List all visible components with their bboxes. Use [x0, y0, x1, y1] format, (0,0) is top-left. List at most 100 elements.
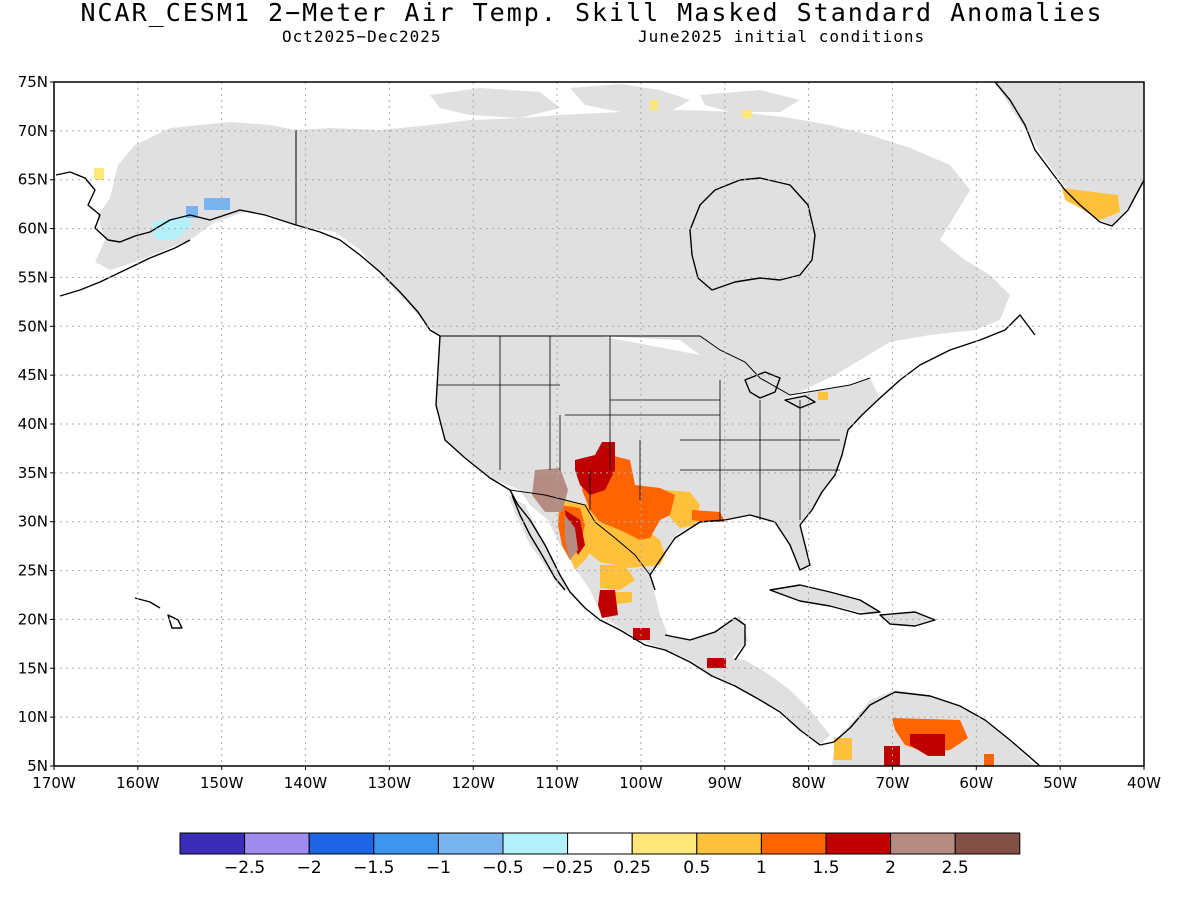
coastlines	[55, 82, 1144, 766]
lon-tick-label: 80W	[792, 774, 826, 792]
lon-tick-label: 60W	[959, 774, 993, 792]
colorbar-labels: −2.5 −2 −1.5 −1 −0.5 −0.25 0.25 0.5 1 1.5 2 2.5	[224, 858, 969, 878]
us-mexico-border	[509, 489, 651, 576]
greenland-coast	[994, 82, 1144, 227]
borders	[295, 130, 871, 576]
gulf-coast	[649, 514, 811, 591]
anomaly-mexico-red	[598, 590, 618, 618]
colorbar-label: −1	[426, 858, 451, 878]
lon-tick-label: 140W	[284, 774, 328, 792]
lon-tick-label: 70W	[876, 774, 910, 792]
alaska-land	[95, 122, 296, 270]
colorbar-label: −0.25	[542, 858, 594, 878]
colorbar-swatch	[696, 832, 762, 855]
anomaly-mexico-orange	[600, 565, 635, 590]
colorbar-label: −0.5	[482, 858, 523, 878]
lon-tick-label: 110W	[535, 774, 579, 792]
lat-tick-label: 55N	[18, 268, 48, 286]
colorbar-swatch	[308, 832, 375, 855]
lat-tick-label: 45N	[18, 366, 48, 384]
lat-tick-label: 65N	[18, 171, 48, 189]
anomaly-newmexico-red	[575, 442, 615, 495]
lat-tick-label: 20N	[18, 610, 48, 628]
colorbar-label: 1	[756, 858, 767, 878]
colorbar-label: 0.25	[613, 858, 651, 878]
atlantic-coast	[799, 314, 1036, 526]
colorbar-label: −1.5	[353, 858, 394, 878]
colorbar	[179, 832, 1021, 855]
aleutian-coast	[59, 239, 191, 297]
baja-land	[508, 495, 568, 590]
cuba-land	[770, 585, 880, 612]
arctic-island	[570, 84, 690, 112]
anomaly-yellow-spot	[650, 100, 658, 110]
lon-tick-label: 160W	[116, 774, 160, 792]
lat-tick-label: 75N	[18, 73, 48, 91]
hispaniola-coast	[879, 611, 936, 627]
colorbar-swatch	[954, 832, 1021, 855]
greenland-land	[995, 82, 1144, 225]
colorbar-swatch	[437, 832, 504, 855]
lon-tick-label: 120W	[451, 774, 495, 792]
colorbar-label: 2	[885, 858, 896, 878]
graticule	[54, 82, 1144, 766]
colorbar-swatch	[502, 832, 569, 855]
lon-tick-label: 100W	[619, 774, 663, 792]
anomaly-venezuela-red	[910, 734, 945, 756]
south-america-coast	[833, 691, 1041, 766]
anomaly-alaska-blue	[204, 198, 230, 210]
initial-conditions: June2025 initial conditions	[638, 27, 926, 46]
us-land	[436, 336, 880, 575]
pacific-us-coast	[435, 335, 835, 746]
colorbar-swatch	[567, 832, 633, 855]
lon-tick-label: 40W	[1127, 774, 1161, 792]
lat-tick-label: 50N	[18, 317, 48, 335]
colorbar-label: −2.5	[224, 858, 265, 878]
lat-tick-label: 40N	[18, 415, 48, 433]
anomaly-sonora-brown	[565, 515, 578, 560]
lat-tick-label: 15N	[18, 659, 48, 677]
latitude-labels: 75N 70N 65N 60N 55N 50N 45N 40N 35N 30N 25N 20N 15N 1…	[18, 73, 54, 775]
lon-tick-label: 50W	[1043, 774, 1077, 792]
anomaly-yellow-spot	[984, 754, 994, 766]
anomaly-guatemala-red	[707, 658, 726, 668]
lat-tick-label: 10N	[18, 708, 48, 726]
longitude-labels: 170W 160W 150W 140W 130W 120W 110W 100W 90W 80W 70…	[32, 766, 1161, 792]
anomaly-patches	[94, 100, 1120, 766]
colorbar-swatch	[244, 832, 310, 855]
anomaly-yellow-spot	[94, 168, 104, 180]
lat-tick-label: 30N	[18, 513, 48, 531]
colorbar-swatch	[890, 832, 956, 855]
anomaly-yellow-spot	[742, 110, 752, 118]
lon-tick-label: 170W	[32, 774, 76, 792]
lat-tick-label: 35N	[18, 464, 48, 482]
colorbar-swatch	[760, 832, 827, 855]
alaska-coast	[55, 171, 441, 337]
us-canada-border	[440, 335, 871, 396]
colorbar-label: 1.5	[812, 858, 839, 878]
cuba-coast	[769, 584, 881, 615]
lat-tick-label: 5N	[27, 757, 48, 775]
colorbar-label: 0.5	[683, 858, 710, 878]
lon-tick-label: 130W	[368, 774, 412, 792]
lon-tick-label: 90W	[708, 774, 742, 792]
map-title: NCAR_CESM1 2−Meter Air Temp. Skill Maske…	[80, 0, 1104, 27]
yucatan-coast	[664, 617, 746, 661]
anomaly-alaska-lightblue	[152, 215, 192, 240]
lat-tick-label: 70N	[18, 122, 48, 140]
state-borders	[438, 336, 840, 520]
anomaly-greenland-orange	[1062, 188, 1120, 220]
hudson-bay-coast	[689, 177, 816, 291]
arctic-island	[430, 88, 560, 118]
colorbar-swatch	[179, 832, 246, 855]
colorbar-label: −2	[297, 858, 322, 878]
anomaly-arizona-brown	[532, 468, 568, 512]
colorbar-swatch	[373, 832, 439, 855]
colorbar-swatch	[825, 832, 892, 855]
arctic-island	[700, 90, 800, 112]
anomaly-mexico-red	[633, 628, 650, 640]
hawaii-coast	[134, 597, 183, 629]
great-lakes-coast	[744, 371, 816, 409]
lat-tick-label: 60N	[18, 220, 48, 238]
canada-land	[296, 110, 1010, 400]
